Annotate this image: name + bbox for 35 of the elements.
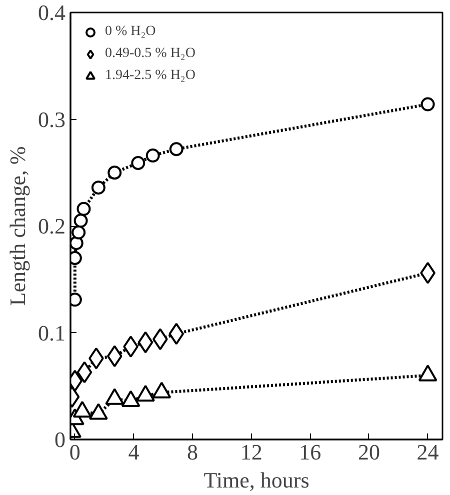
point: [418, 364, 438, 382]
point: [420, 97, 435, 112]
point: [108, 166, 122, 180]
point: [72, 400, 92, 418]
y-axis-title: Length change, %: [5, 146, 30, 306]
y-tick-label: 0.4: [38, 0, 66, 25]
point: [146, 148, 160, 163]
y-tick-label: 0.2: [38, 214, 66, 238]
point: [121, 390, 140, 407]
point: [169, 142, 184, 156]
point: [136, 384, 155, 402]
point: [168, 322, 184, 345]
point: [152, 382, 172, 398]
point: [88, 403, 108, 420]
x-tick-label: 12: [240, 440, 262, 464]
x-axis-title: Time, hours: [204, 468, 310, 492]
point: [131, 156, 146, 170]
x-tick-label: 24: [416, 440, 439, 464]
point: [138, 331, 154, 354]
y-tick-label: 0.3: [38, 106, 66, 132]
point: [76, 202, 91, 216]
legend-label: 1.94-2.5 % H₂O: [105, 68, 196, 84]
point: [106, 345, 122, 368]
legend-label: 0.49-0.5 % H₂O: [105, 46, 196, 62]
point: [76, 361, 92, 384]
x-tick-label: 20: [358, 440, 380, 464]
x-tick-label: 4: [128, 440, 140, 464]
point: [74, 214, 88, 228]
x-tick-label: 8: [187, 440, 198, 464]
x-tick-label: 16: [299, 440, 322, 464]
y-tick-label: 0.1: [38, 320, 66, 346]
point: [105, 388, 124, 405]
point: [72, 225, 86, 240]
point: [91, 180, 106, 195]
legend-label: 0 % H₂O: [105, 24, 156, 40]
